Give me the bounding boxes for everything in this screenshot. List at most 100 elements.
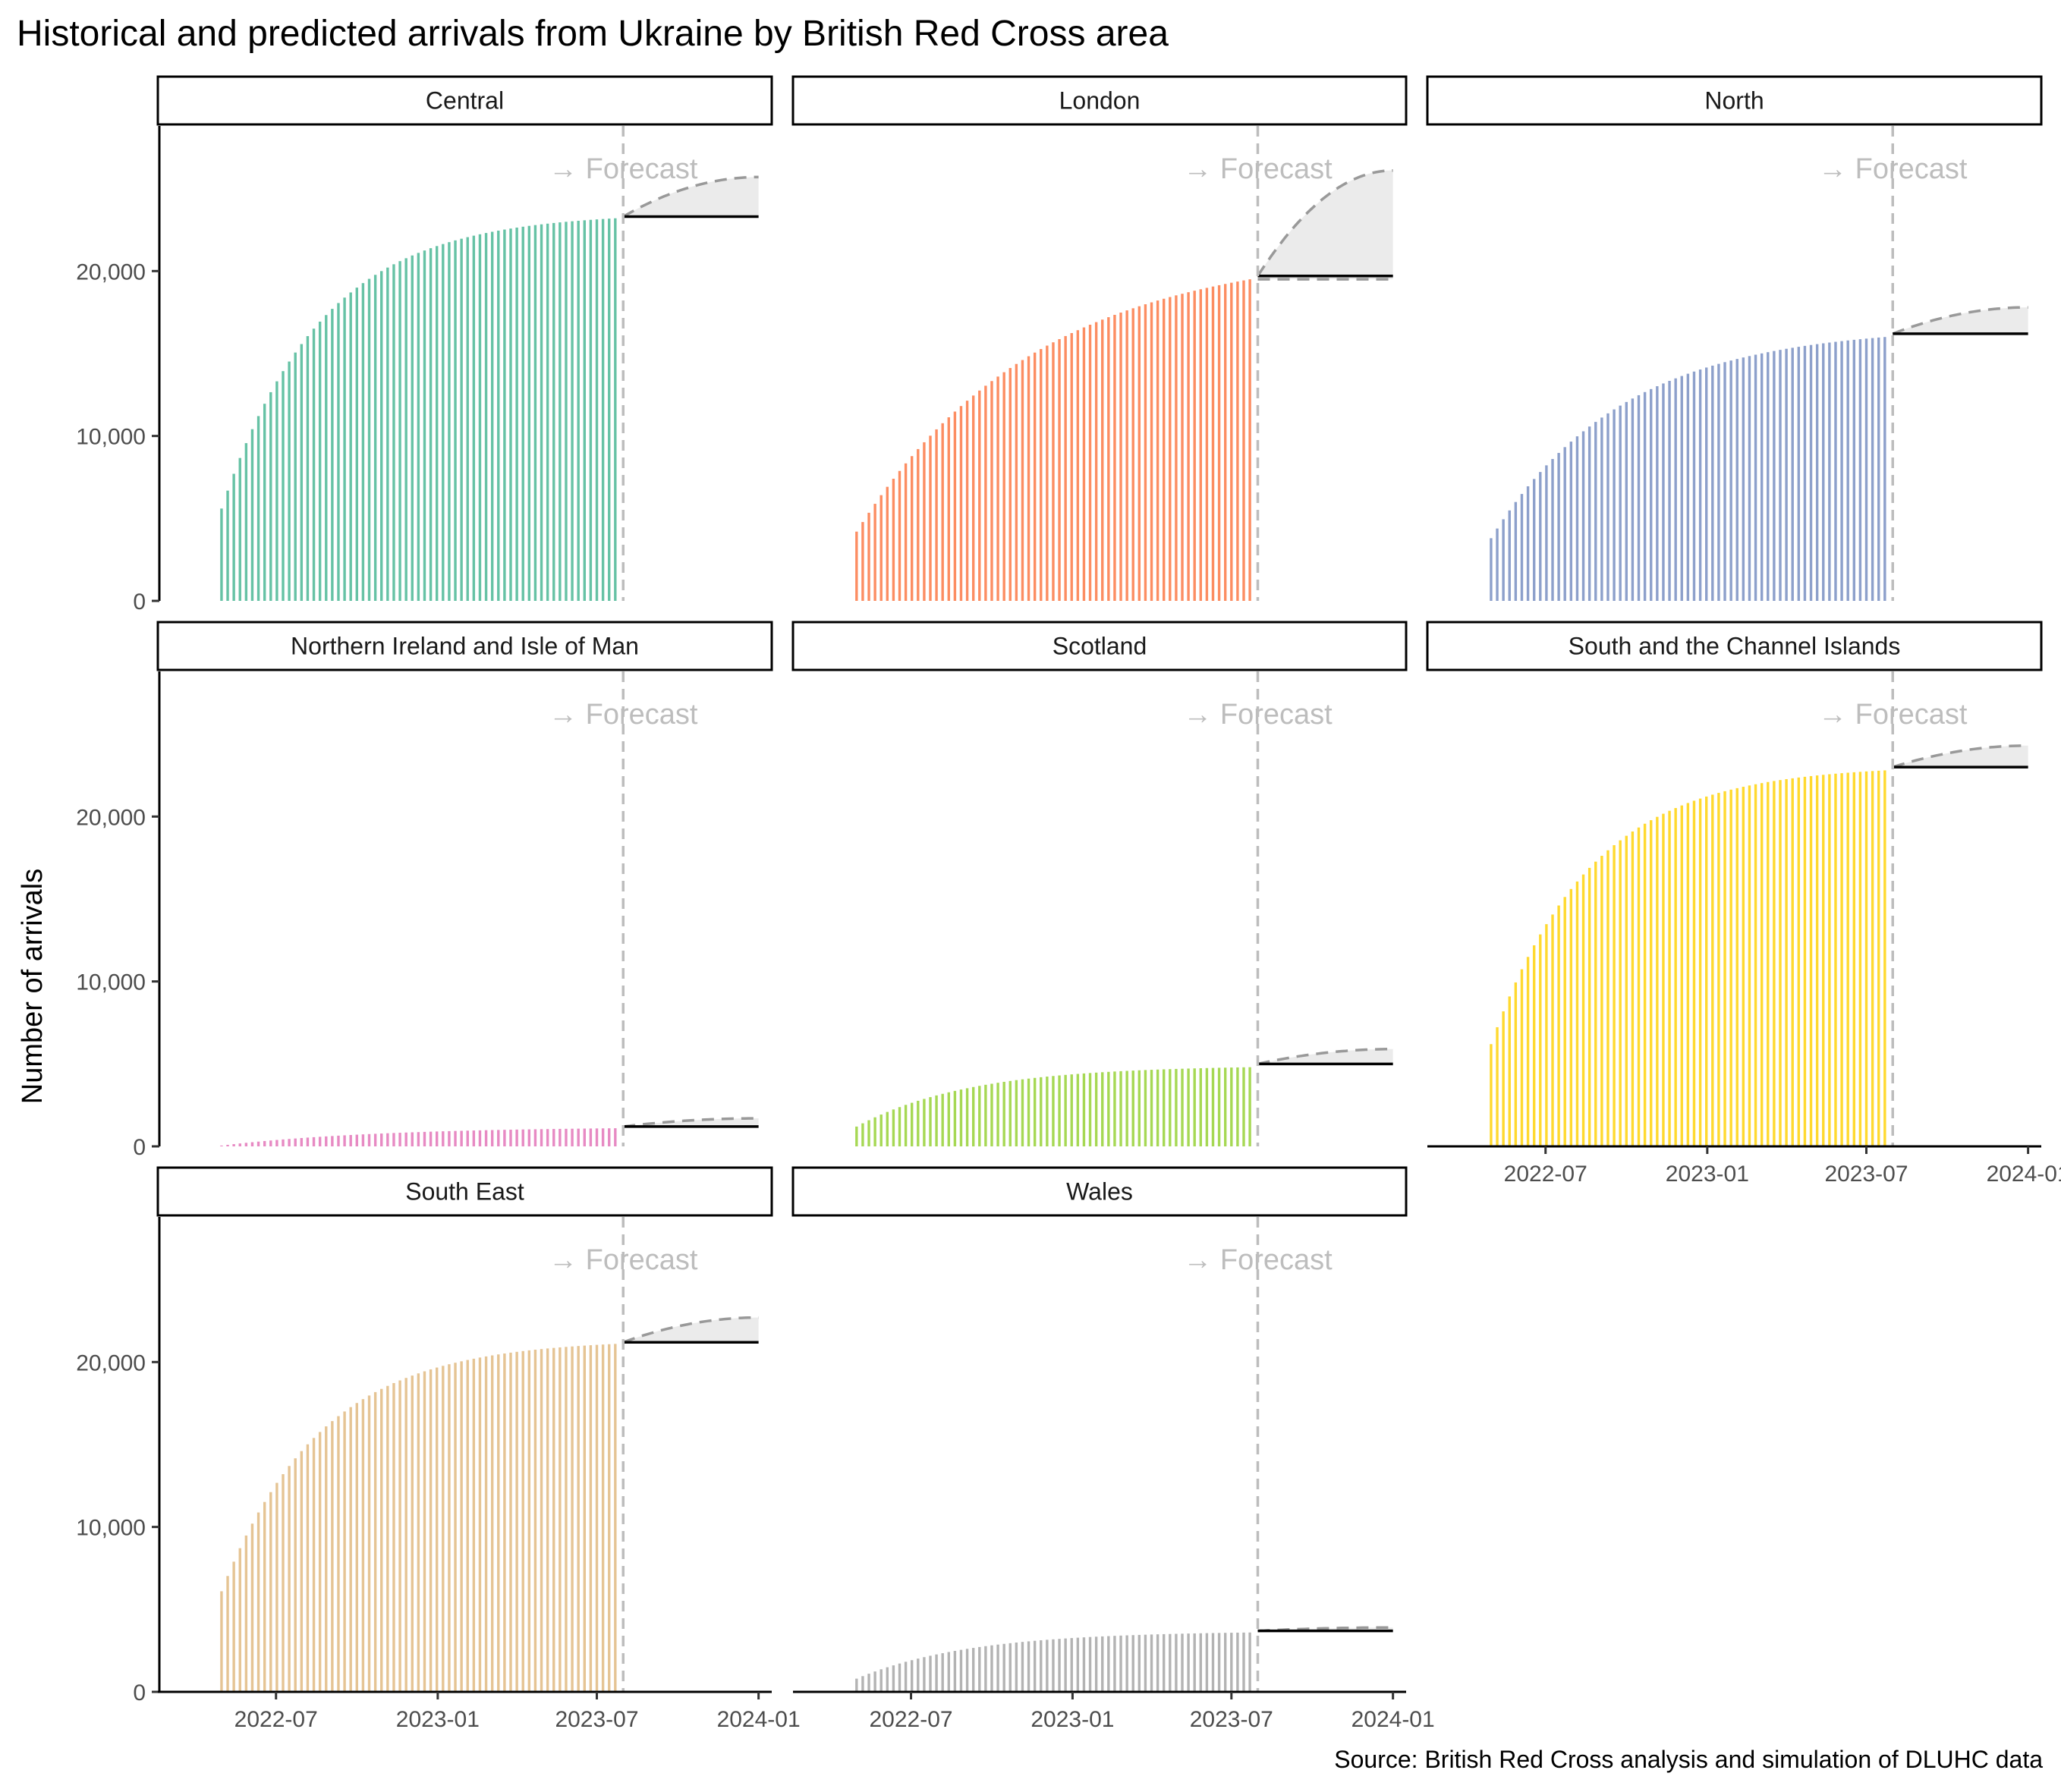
history-bar: [454, 240, 457, 601]
strip-header: [156, 75, 773, 126]
history-bar: [953, 1090, 957, 1146]
history-bar: [1840, 341, 1843, 601]
history-bar: [355, 1134, 358, 1146]
history-bar: [312, 1137, 316, 1146]
history-bar: [898, 1663, 901, 1692]
history-bar: [373, 275, 377, 601]
history-bar: [1223, 1633, 1227, 1692]
history-bar: [1150, 1070, 1153, 1146]
history-bar: [1760, 783, 1764, 1146]
history-bar: [559, 1128, 562, 1146]
history-bar: [1094, 322, 1098, 601]
history-bar: [1205, 288, 1209, 601]
history-bar: [1040, 1640, 1043, 1692]
history-bar: [533, 225, 537, 601]
history-bar: [1569, 442, 1573, 601]
forecast-upper-line: [1257, 168, 1393, 277]
history-bar: [1545, 924, 1548, 1146]
history-bar: [1551, 458, 1554, 601]
history-bar: [1058, 1639, 1061, 1692]
history-bar: [515, 1351, 518, 1692]
history-bar: [1217, 285, 1221, 601]
history-bar: [1236, 1067, 1239, 1146]
history-bar: [1846, 772, 1849, 1146]
history-bar: [1600, 856, 1603, 1146]
history-bar: [571, 1128, 574, 1146]
history-bar: [996, 1083, 999, 1146]
y-tick-label: 10,000: [76, 970, 146, 995]
history-bar: [1199, 1068, 1202, 1146]
history-bar: [1248, 1632, 1251, 1692]
strip-label: South East: [405, 1178, 524, 1206]
panel-central: Central → Forecast 0 10,000 20,000: [76, 75, 773, 615]
history-bar: [1088, 325, 1092, 601]
history-bar: [367, 278, 371, 601]
history-bar: [288, 361, 291, 601]
history-bar: [386, 1133, 389, 1146]
history-bar: [232, 1144, 235, 1146]
history-bar: [1199, 1633, 1202, 1692]
history-bar: [503, 229, 506, 601]
history-bar: [490, 1130, 494, 1146]
history-bar: [941, 1093, 944, 1146]
history-bar: [1193, 1633, 1196, 1692]
history-bar: [521, 1129, 524, 1146]
history-bar: [294, 1458, 297, 1692]
history-bar: [503, 1130, 506, 1146]
history-bar: [1840, 773, 1843, 1146]
history-bar: [984, 1084, 987, 1146]
history-bar: [1002, 1643, 1005, 1692]
history-bar: [417, 1373, 420, 1692]
history-bar: [1223, 284, 1227, 601]
panel-london: London → Forecast: [791, 75, 1408, 601]
history-bar: [238, 457, 241, 601]
history-bar: [349, 1135, 352, 1146]
history-bar: [546, 1129, 549, 1146]
history-bar: [1223, 1067, 1227, 1146]
history-bar: [1846, 340, 1849, 601]
history-bar: [1606, 413, 1609, 601]
forecast-label: → Forecast: [1818, 153, 1968, 185]
history-bar: [984, 385, 987, 601]
history-bar: [454, 1130, 457, 1146]
history-bar: [1496, 1026, 1499, 1146]
history-bar: [343, 1135, 346, 1146]
history-bar: [1711, 794, 1714, 1146]
history-bar: [1742, 357, 1745, 601]
history-bar: [1791, 778, 1794, 1146]
history-bar: [595, 219, 599, 601]
history-bar: [1674, 808, 1677, 1146]
history-bar: [1113, 1071, 1116, 1146]
history-bar: [300, 1138, 304, 1146]
history-bar: [971, 1086, 975, 1146]
history-bar: [497, 1354, 500, 1692]
history-bar: [990, 1083, 993, 1146]
history-bars: [220, 1128, 617, 1146]
history-bar: [484, 1356, 488, 1692]
history-bar: [929, 435, 932, 601]
history-bar: [1619, 840, 1622, 1146]
history-bar: [614, 1128, 617, 1146]
history-bar: [1711, 365, 1714, 601]
history-bar: [583, 1128, 586, 1146]
x-tick-label: 2024-01: [1987, 1162, 2061, 1187]
history-bar: [552, 222, 555, 601]
history-bar: [947, 1092, 950, 1146]
history-bar: [497, 230, 500, 601]
history-bar: [1563, 897, 1566, 1146]
history-bar: [1502, 519, 1505, 601]
history-bar: [349, 292, 352, 601]
history-bar: [1656, 386, 1659, 601]
history-bar: [429, 1131, 433, 1146]
history-bar: [861, 522, 864, 601]
history-bar: [1773, 781, 1776, 1146]
x-tick-label: 2022-07: [1504, 1162, 1587, 1187]
history-bar: [1557, 905, 1560, 1146]
history-bar: [1631, 831, 1635, 1146]
history-bar: [1027, 1641, 1030, 1692]
history-bar: [380, 1133, 383, 1146]
history-bar: [1242, 1632, 1245, 1692]
history-bar: [1520, 969, 1524, 1146]
strip-header: [1426, 75, 2043, 126]
history-bar: [1680, 805, 1683, 1146]
